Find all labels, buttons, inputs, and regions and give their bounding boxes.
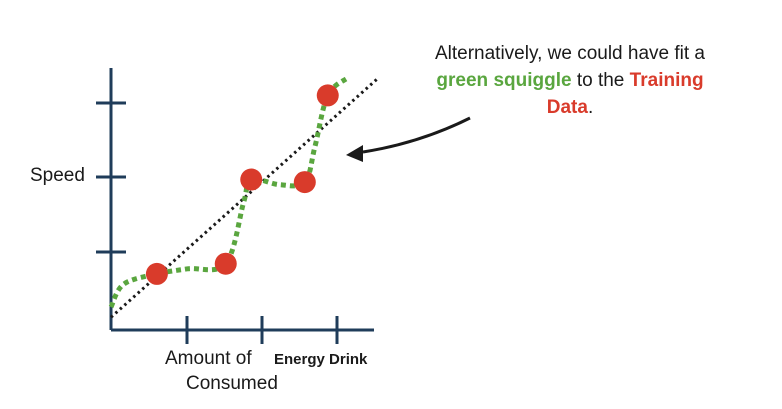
annotation-text: Alternatively, we could have fit a green… <box>405 40 735 121</box>
data-point-5 <box>316 84 339 107</box>
data-point-3 <box>240 168 263 191</box>
data-point-4 <box>293 171 316 194</box>
annotation-period: . <box>587 97 594 118</box>
x-axis-label-part-1: Amount of <box>165 348 252 369</box>
annotation-arrow-head <box>346 145 363 162</box>
annotation-arrow-group <box>346 116 471 162</box>
annotation-line-1: Alternatively, we could have fit a <box>434 43 705 64</box>
x-axis-label-part-3: Consumed <box>186 373 278 394</box>
chart-axes <box>96 68 374 344</box>
data-points-group <box>145 84 339 285</box>
annotation-arrow-shaft <box>362 116 471 154</box>
data-point-2 <box>214 252 237 275</box>
annotation-red-text-2: Data <box>546 97 588 118</box>
y-axis-label: Speed <box>30 165 85 186</box>
annotation-mid-text: to the <box>571 70 630 91</box>
annotation-green-text: green squiggle <box>436 70 572 91</box>
annotation-red-text: Training <box>629 70 704 91</box>
data-point-1 <box>145 262 168 285</box>
x-axis-label-part-2: Energy Drink <box>274 351 368 368</box>
